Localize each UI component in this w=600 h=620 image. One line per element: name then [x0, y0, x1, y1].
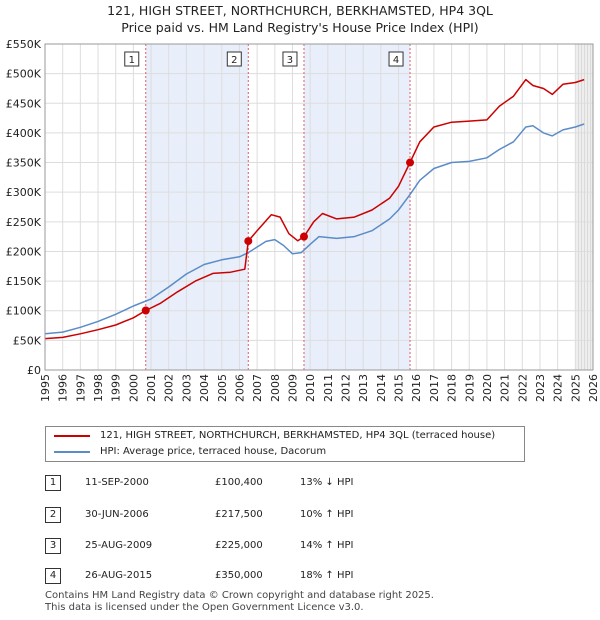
- x-tick-label: 2016: [410, 374, 423, 402]
- shaded-band: [145, 44, 249, 370]
- sale-point: [299, 232, 308, 241]
- y-tick-label: £350K: [6, 157, 42, 170]
- transaction-hpi-diff: 18% ↑ HPI: [300, 570, 354, 581]
- sale-point: [244, 237, 253, 246]
- transaction-price: £350,000: [215, 570, 263, 581]
- marker-label-box: [282, 51, 298, 67]
- x-tick-label: 1996: [57, 374, 70, 402]
- transaction-date: 11-SEP-2000: [85, 477, 149, 488]
- marker-label: 1: [129, 55, 135, 66]
- y-tick-label: £450K: [6, 97, 42, 110]
- transaction-price: £225,000: [215, 540, 263, 551]
- x-tick-label: 2012: [340, 374, 353, 402]
- legend: 121, HIGH STREET, NORTHCHURCH, BERKHAMST…: [45, 426, 525, 462]
- x-tick-label: 2025: [569, 374, 582, 402]
- y-tick-label: £0: [27, 364, 41, 377]
- transaction-hpi-diff: 13% ↓ HPI: [300, 477, 354, 488]
- x-tick-label: 2009: [286, 374, 299, 402]
- x-tick-label: 2014: [375, 374, 388, 402]
- x-tick-label: 2022: [516, 374, 529, 402]
- y-tick-label: £400K: [6, 127, 42, 140]
- x-tick-label: 2010: [304, 374, 317, 402]
- transaction-date: 25-AUG-2009: [85, 540, 153, 551]
- x-tick-label: 1995: [39, 374, 52, 402]
- transaction-hpi-diff: 14% ↑ HPI: [300, 540, 354, 551]
- footer-line-1: Contains HM Land Registry data © Crown c…: [45, 590, 434, 601]
- x-tick-label: 2018: [446, 374, 459, 402]
- marker-label: 3: [287, 55, 293, 66]
- x-tick-label: 2024: [552, 374, 565, 402]
- x-tick-label: 2017: [428, 374, 441, 402]
- x-tick-label: 2004: [198, 374, 211, 402]
- x-tick-label: 2015: [393, 374, 406, 402]
- x-tick-label: 2011: [322, 374, 335, 402]
- y-tick-label: £100K: [6, 305, 42, 318]
- transaction-price: £100,400: [215, 477, 263, 488]
- x-tick-label: 2023: [534, 374, 547, 402]
- footer-line-2: This data is licensed under the Open Gov…: [45, 602, 364, 613]
- x-tick-label: 2001: [145, 374, 158, 402]
- x-tick-label: 2019: [463, 374, 476, 402]
- legend-hpi-label: HPI: Average price, terraced house, Daco…: [100, 446, 327, 457]
- transaction-price: £217,500: [215, 509, 263, 520]
- marker-label-box: [226, 51, 242, 67]
- y-tick-label: £550K: [6, 38, 42, 51]
- footer: Contains HM Land Registry data © Crown c…: [45, 590, 434, 614]
- marker-label: 2: [231, 55, 237, 66]
- transaction-number: 1: [45, 475, 61, 491]
- transaction-number: 3: [45, 538, 61, 554]
- transaction-date: 26-AUG-2015: [85, 570, 153, 581]
- y-tick-label: £300K: [6, 186, 42, 199]
- y-tick-label: £500K: [6, 68, 42, 81]
- x-tick-label: 2007: [251, 374, 264, 402]
- hpi-line: [44, 123, 585, 335]
- legend-hpi-swatch: [54, 451, 90, 453]
- x-tick-label: 2013: [357, 374, 370, 402]
- x-tick-label: 2000: [127, 374, 140, 402]
- transaction-hpi-diff: 10% ↑ HPI: [300, 509, 354, 520]
- x-tick-label: 1998: [92, 374, 105, 402]
- sale-point: [141, 306, 150, 315]
- transaction-number: 4: [45, 568, 61, 584]
- sale-point: [406, 158, 415, 167]
- legend-property-swatch: [54, 435, 90, 437]
- x-tick-label: 2021: [499, 374, 512, 402]
- x-tick-label: 1999: [110, 374, 123, 402]
- property-price-line: [44, 78, 585, 340]
- title-line-2: Price paid vs. HM Land Registry's House …: [121, 20, 479, 35]
- x-tick-label: 2020: [481, 374, 494, 402]
- shaded-band: [303, 44, 411, 370]
- transaction-date: 30-JUN-2006: [85, 509, 149, 520]
- marker-label-box: [124, 51, 140, 67]
- marker-label: 4: [393, 55, 399, 66]
- x-tick-label: 2026: [587, 374, 600, 402]
- x-tick-label: 2006: [233, 374, 246, 402]
- marker-label-box: [388, 51, 404, 67]
- legend-property-label: 121, HIGH STREET, NORTHCHURCH, BERKHAMST…: [100, 430, 496, 441]
- x-tick-label: 1997: [74, 374, 87, 402]
- y-tick-label: £200K: [6, 245, 42, 258]
- transaction-number: 2: [45, 507, 61, 523]
- x-tick-label: 2005: [216, 374, 229, 402]
- y-tick-label: £250K: [6, 216, 42, 229]
- x-tick-label: 2008: [269, 374, 282, 402]
- y-tick-label: £150K: [6, 275, 42, 288]
- title-line-1: 121, HIGH STREET, NORTHCHURCH, BERKHAMST…: [107, 3, 493, 18]
- y-tick-label: £50K: [13, 334, 42, 347]
- x-tick-label: 2003: [180, 374, 193, 402]
- x-tick-label: 2002: [163, 374, 176, 402]
- chart-title: 121, HIGH STREET, NORTHCHURCH, BERKHAMST…: [0, 2, 600, 36]
- price-chart: £0 £50K £100K £150K £200K £250K £300K £350K £400…: [6, 38, 600, 402]
- plot-border: [44, 43, 594, 371]
